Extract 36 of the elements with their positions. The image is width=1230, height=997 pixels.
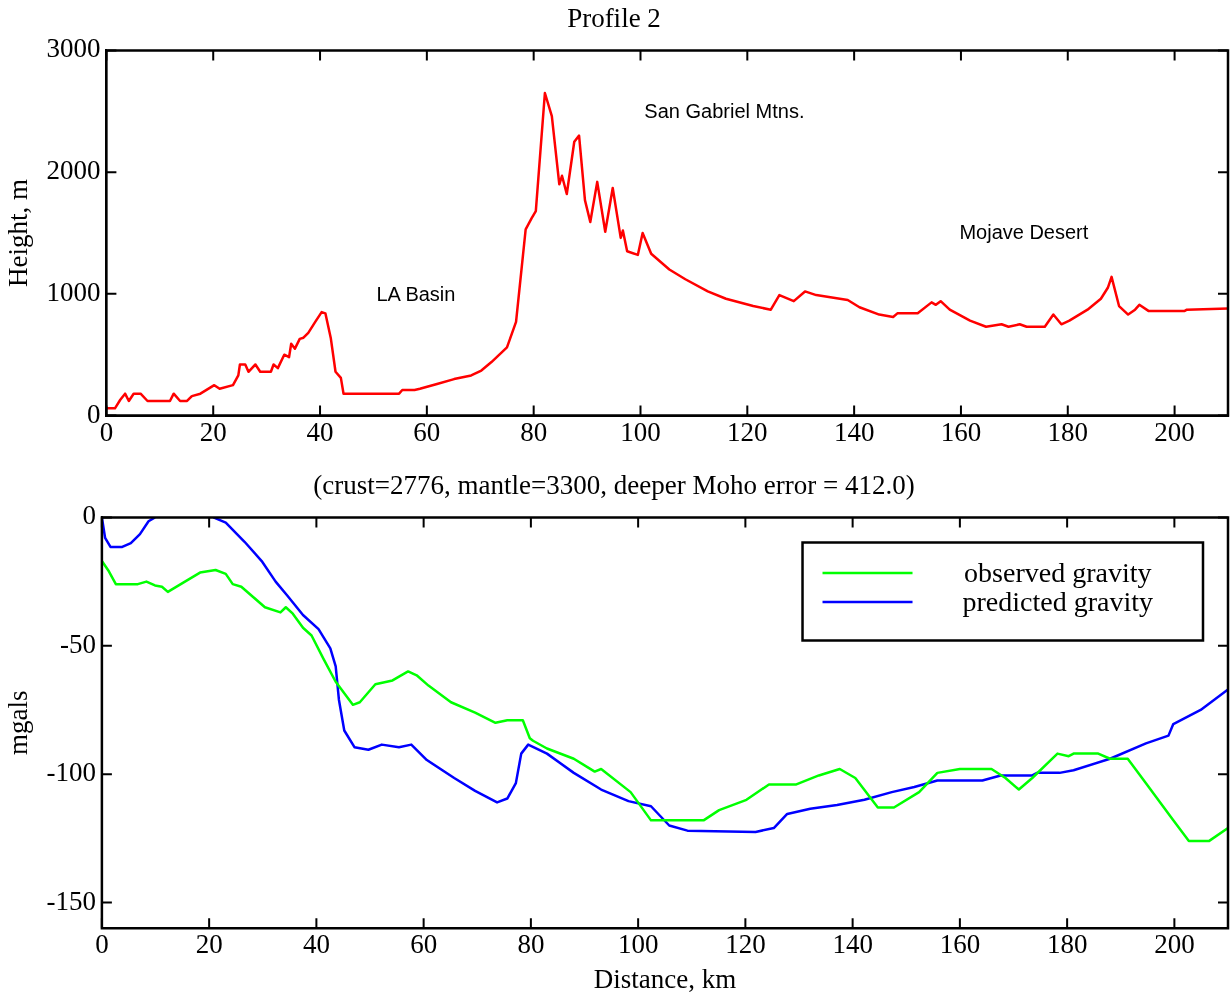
x-tick-label: 140: [832, 929, 873, 960]
y-tick-label: -50: [59, 628, 96, 659]
annotation: San Gabriel Mtns.: [644, 100, 805, 122]
x-tick-label: 140: [833, 416, 875, 447]
x-tick-label: 120: [725, 929, 766, 960]
x-tick-label: 200: [1154, 416, 1195, 447]
y-tick-label: 3000: [46, 33, 101, 64]
annotation: LA Basin: [376, 282, 456, 305]
x-axis-title: Distance, km: [593, 963, 737, 994]
x-tick-label: 200: [1154, 929, 1195, 960]
x-tick-label: 100: [620, 416, 661, 447]
x-tick-label: 20: [199, 416, 227, 447]
y-tick-label: 2000: [46, 155, 101, 186]
x-tick-label: 40: [302, 929, 330, 960]
legend-label: observed gravity: [964, 557, 1152, 589]
x-tick-label: 80: [520, 416, 548, 447]
chart-title: Profile 2: [567, 3, 661, 34]
x-tick-label: 20: [195, 929, 223, 960]
x-tick-label: 160: [940, 416, 982, 447]
x-tick-label: 100: [617, 929, 659, 960]
y-tick-label: 0: [82, 500, 96, 531]
x-tick-label: 40: [306, 416, 334, 447]
chart-title: (crust=2776, mantle=3300, deeper Moho error = 412.0): [313, 470, 915, 501]
x-tick-label: 180: [1046, 929, 1088, 960]
y-tick-label: -150: [46, 885, 96, 916]
x-tick-label: 180: [1047, 416, 1089, 447]
annotation: Mojave Desert: [959, 220, 1089, 243]
y-axis-title: mgals: [3, 690, 34, 756]
y-tick-label: 1000: [46, 276, 101, 307]
x-tick-label: 80: [517, 929, 545, 960]
x-tick-label: 60: [413, 416, 441, 447]
y-axis-title: Height, m: [3, 179, 34, 287]
x-tick-label: 120: [727, 416, 768, 447]
x-tick-label: 60: [410, 929, 438, 960]
x-tick-label: 160: [939, 929, 981, 960]
y-tick-label: -100: [46, 757, 96, 788]
